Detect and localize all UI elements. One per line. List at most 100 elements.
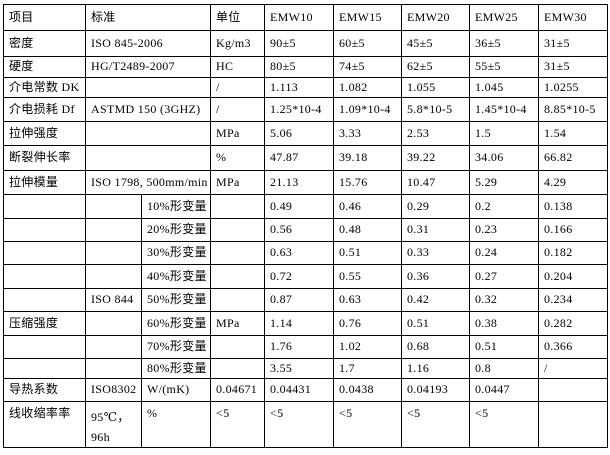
value-cell: 0.23	[469, 218, 539, 242]
value-cell: 0.0438	[333, 378, 402, 402]
value-cell: 0.04431	[264, 378, 334, 402]
compression-item-cell	[3, 335, 86, 359]
table-row-hardness: 硬度 HG/T2489-2007 HC 80±5 74±5 62±5 55±5 …	[3, 56, 608, 78]
value-cell: 60±5	[333, 30, 402, 57]
value-cell: 3.55	[264, 358, 334, 379]
value-cell: 1.082	[333, 77, 402, 98]
value-cell: 15.76	[333, 170, 402, 195]
value-cell: 0.56	[264, 218, 334, 242]
value-cell: 21.13	[264, 170, 334, 195]
standard-cell: HG/T2489-2007	[85, 56, 211, 78]
value-cell: 0.87	[264, 288, 334, 312]
table-row-linear-shrinkage: 线收缩率率 95℃， 96h % <5 <5 <5 <5 <5	[3, 401, 608, 448]
value-cell: 0.04671	[210, 378, 265, 402]
value-cell: 0.366	[538, 335, 608, 359]
standard-cell: ISO 845-2006	[85, 30, 211, 57]
value-cell: 0.72	[264, 264, 334, 289]
value-cell: 0.55	[333, 264, 402, 289]
table-row-dielectric-constant: 介电常数 DK / 1.113 1.082 1.055 1.045 1.0255	[3, 77, 608, 98]
value-cell: 1.0255	[538, 77, 608, 98]
value-cell: 1.76	[264, 335, 334, 359]
table-row-compression-60: 压缩强度 60%形变量 MPa 1.14 0.76 0.51 0.38 0.28…	[3, 311, 608, 336]
value-cell: 0.29	[401, 194, 470, 219]
compression-standard-cell	[85, 335, 142, 359]
value-cell: 5.8*10-5	[401, 97, 470, 122]
value-cell: /	[538, 358, 608, 379]
value-cell: 62±5	[401, 56, 470, 78]
compression-item-cell	[3, 218, 86, 242]
empty-cell	[538, 378, 608, 402]
value-cell: 4.29	[538, 170, 608, 195]
row-label: 拉伸强度	[3, 121, 86, 146]
value-cell: 1.16	[401, 358, 470, 379]
standard-cell: ASTMD 150 (3GHZ)	[85, 97, 211, 122]
value-cell: <5	[469, 401, 539, 448]
standard-line-2: 96h	[91, 430, 110, 444]
value-cell: 80±5	[264, 56, 334, 78]
deformation-label: 70%形变量	[141, 335, 211, 359]
value-cell: 1.055	[401, 77, 470, 98]
compression-unit-cell	[210, 194, 265, 219]
header-standard: 标准	[85, 4, 211, 31]
row-label: 介电损耗 Df	[3, 97, 86, 122]
value-cell: 0.138	[538, 194, 608, 219]
row-label: 介电常数 DK	[3, 77, 86, 98]
row-label: 线收缩率率	[3, 401, 86, 448]
table-row-compression-70: 70%形变量 1.76 1.02 0.68 0.51 0.366	[3, 335, 608, 359]
value-cell: 66.82	[538, 145, 608, 171]
table-row-tensile-modulus: 拉伸模量 ISO 1798, 500mm/min MPa 21.13 15.76…	[3, 170, 608, 195]
unit-cell: HC	[210, 56, 265, 78]
value-cell: 0.33	[401, 241, 470, 265]
compression-unit-cell	[210, 358, 265, 379]
value-cell: 1.7	[333, 358, 402, 379]
value-cell: 0.282	[538, 311, 608, 336]
compression-unit-cell	[210, 335, 265, 359]
standard-cell-empty	[85, 77, 211, 98]
value-cell: 1.45*10-4	[469, 97, 539, 122]
deformation-label: 60%形变量	[141, 311, 211, 336]
value-cell: 74±5	[333, 56, 402, 78]
compression-unit-cell	[210, 288, 265, 312]
value-cell: 0.48	[333, 218, 402, 242]
value-cell: <5	[401, 401, 470, 448]
compression-standard-cell	[85, 358, 142, 379]
value-cell: 8.85*10-5	[538, 97, 608, 122]
row-label: 密度	[3, 30, 86, 57]
value-cell: 0.32	[469, 288, 539, 312]
deformation-label: 10%形变量	[141, 194, 211, 219]
value-cell: 55±5	[469, 56, 539, 78]
standard-cell: ISO8302	[85, 378, 142, 402]
value-cell: 0.68	[401, 335, 470, 359]
row-label: 导热系数	[3, 378, 86, 402]
header-grade-emw25: EMW25	[469, 4, 539, 31]
value-cell: 0.76	[333, 311, 402, 336]
deformation-label: 50%形变量	[141, 288, 211, 312]
value-cell: 39.22	[401, 145, 470, 171]
table-row-header: 项目 标准 单位 EMW10 EMW15 EMW20 EMW25 EMW30	[3, 4, 608, 31]
value-cell: 5.06	[264, 121, 334, 146]
value-cell: 0.27	[469, 264, 539, 289]
value-cell: 0.234	[538, 288, 608, 312]
value-cell: 10.47	[401, 170, 470, 195]
table-row-elongation: 断裂伸长率 % 47.87 39.18 39.22 34.06 66.82	[3, 145, 608, 171]
value-cell: <5	[333, 401, 402, 448]
compression-item-cell	[3, 288, 86, 312]
value-cell: 1.14	[264, 311, 334, 336]
value-cell: 0.49	[264, 194, 334, 219]
unit-cell: MPa	[210, 121, 265, 146]
value-cell: <5	[210, 401, 265, 448]
value-cell: 0.8	[469, 358, 539, 379]
spec-table: 项目 标准 单位 EMW10 EMW15 EMW20 EMW25 EMW30 密…	[3, 4, 608, 448]
unit-cell: Kg/m3	[210, 30, 265, 57]
value-cell: 1.54	[538, 121, 608, 146]
value-cell: 0.04193	[401, 378, 470, 402]
compression-item-cell	[3, 358, 86, 379]
value-cell: 0.24	[469, 241, 539, 265]
value-cell: 47.87	[264, 145, 334, 171]
value-cell: 90±5	[264, 30, 334, 57]
value-cell: 31±5	[538, 30, 608, 57]
table-row-compression-30: 30%形变量 0.63 0.51 0.33 0.24 0.182	[3, 241, 608, 265]
value-cell: 0.36	[401, 264, 470, 289]
row-label: 断裂伸长率	[3, 145, 86, 171]
